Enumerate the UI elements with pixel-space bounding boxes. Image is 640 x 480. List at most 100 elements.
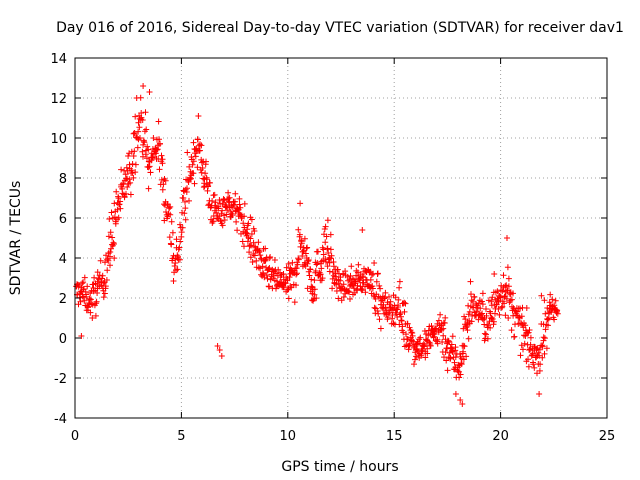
plot-frame bbox=[74, 57, 608, 419]
data-point bbox=[525, 363, 532, 370]
data-point bbox=[259, 263, 266, 270]
data-point bbox=[121, 194, 128, 201]
data-point bbox=[404, 336, 411, 342]
data-point bbox=[404, 320, 411, 327]
data-point bbox=[352, 278, 359, 285]
data-point bbox=[525, 329, 532, 336]
data-point bbox=[198, 142, 205, 149]
plot-border bbox=[74, 57, 608, 419]
data-point bbox=[403, 331, 409, 338]
data-point bbox=[496, 311, 503, 318]
data-point bbox=[212, 199, 219, 206]
data-point bbox=[346, 289, 353, 296]
data-point bbox=[266, 283, 273, 290]
data-point bbox=[177, 238, 184, 245]
data-point bbox=[168, 218, 175, 225]
data-point bbox=[249, 259, 256, 265]
data-point bbox=[107, 229, 114, 236]
x-tick-label: 5 bbox=[177, 429, 185, 444]
data-point bbox=[295, 226, 302, 233]
data-point bbox=[156, 166, 163, 173]
data-point bbox=[478, 298, 485, 305]
data-point bbox=[240, 220, 247, 227]
data-point bbox=[102, 283, 109, 290]
data-point bbox=[123, 164, 130, 171]
data-point bbox=[135, 119, 142, 126]
data-point bbox=[545, 315, 552, 322]
data-point bbox=[130, 153, 137, 159]
data-point bbox=[446, 350, 453, 356]
data-point bbox=[174, 266, 181, 273]
data-point bbox=[468, 318, 475, 325]
data-point bbox=[219, 207, 226, 214]
data-point bbox=[113, 188, 120, 195]
data-point bbox=[542, 326, 549, 333]
data-point bbox=[160, 181, 167, 188]
data-point bbox=[411, 361, 417, 368]
data-point bbox=[381, 295, 388, 302]
data-point bbox=[471, 294, 478, 300]
data-point bbox=[445, 338, 452, 345]
data-point bbox=[541, 350, 548, 357]
data-point bbox=[308, 276, 315, 283]
data-point bbox=[538, 292, 545, 299]
data-point bbox=[241, 213, 248, 220]
data-point bbox=[223, 211, 230, 218]
data-point bbox=[304, 260, 311, 267]
data-point bbox=[196, 147, 203, 154]
data-point bbox=[190, 158, 197, 165]
data-point bbox=[294, 270, 300, 277]
data-point bbox=[247, 254, 254, 261]
data-point bbox=[105, 233, 112, 240]
data-point bbox=[170, 278, 177, 284]
data-point bbox=[257, 252, 264, 259]
data-point bbox=[367, 276, 374, 283]
data-point bbox=[100, 294, 107, 301]
data-point bbox=[542, 310, 549, 317]
x-tick-label: 25 bbox=[599, 429, 616, 444]
data-point bbox=[296, 231, 303, 238]
data-point bbox=[297, 200, 304, 207]
data-point bbox=[144, 143, 151, 150]
data-point bbox=[200, 175, 207, 182]
data-point bbox=[483, 312, 490, 319]
data-point bbox=[408, 329, 415, 336]
data-point bbox=[221, 197, 228, 203]
data-point bbox=[543, 345, 550, 352]
data-point bbox=[190, 139, 197, 146]
data-point bbox=[322, 256, 329, 262]
data-point bbox=[295, 256, 302, 263]
data-point bbox=[371, 304, 378, 311]
data-point bbox=[105, 257, 112, 264]
y-tick-label: 0 bbox=[59, 332, 67, 347]
data-point bbox=[124, 184, 131, 190]
data-point bbox=[285, 295, 292, 302]
data-point bbox=[181, 188, 188, 195]
data-point bbox=[209, 198, 216, 204]
data-point bbox=[202, 170, 209, 177]
data-point bbox=[536, 391, 543, 397]
data-point bbox=[340, 294, 347, 300]
data-point bbox=[141, 139, 148, 146]
data-point bbox=[304, 244, 311, 251]
data-point bbox=[286, 274, 293, 281]
data-point bbox=[552, 297, 559, 304]
data-point bbox=[386, 293, 392, 300]
data-point bbox=[498, 304, 505, 311]
data-point bbox=[145, 185, 152, 192]
data-point bbox=[184, 185, 190, 192]
data-point bbox=[159, 156, 166, 163]
data-point bbox=[430, 333, 437, 340]
data-point bbox=[129, 169, 136, 176]
data-point bbox=[551, 316, 558, 323]
data-point bbox=[500, 272, 507, 279]
data-point bbox=[456, 374, 463, 381]
data-point bbox=[143, 126, 150, 133]
data-point bbox=[440, 325, 447, 332]
data-point bbox=[402, 300, 409, 307]
data-point bbox=[100, 280, 107, 286]
data-point bbox=[247, 235, 254, 242]
data-point bbox=[186, 163, 193, 170]
data-point bbox=[398, 317, 405, 324]
